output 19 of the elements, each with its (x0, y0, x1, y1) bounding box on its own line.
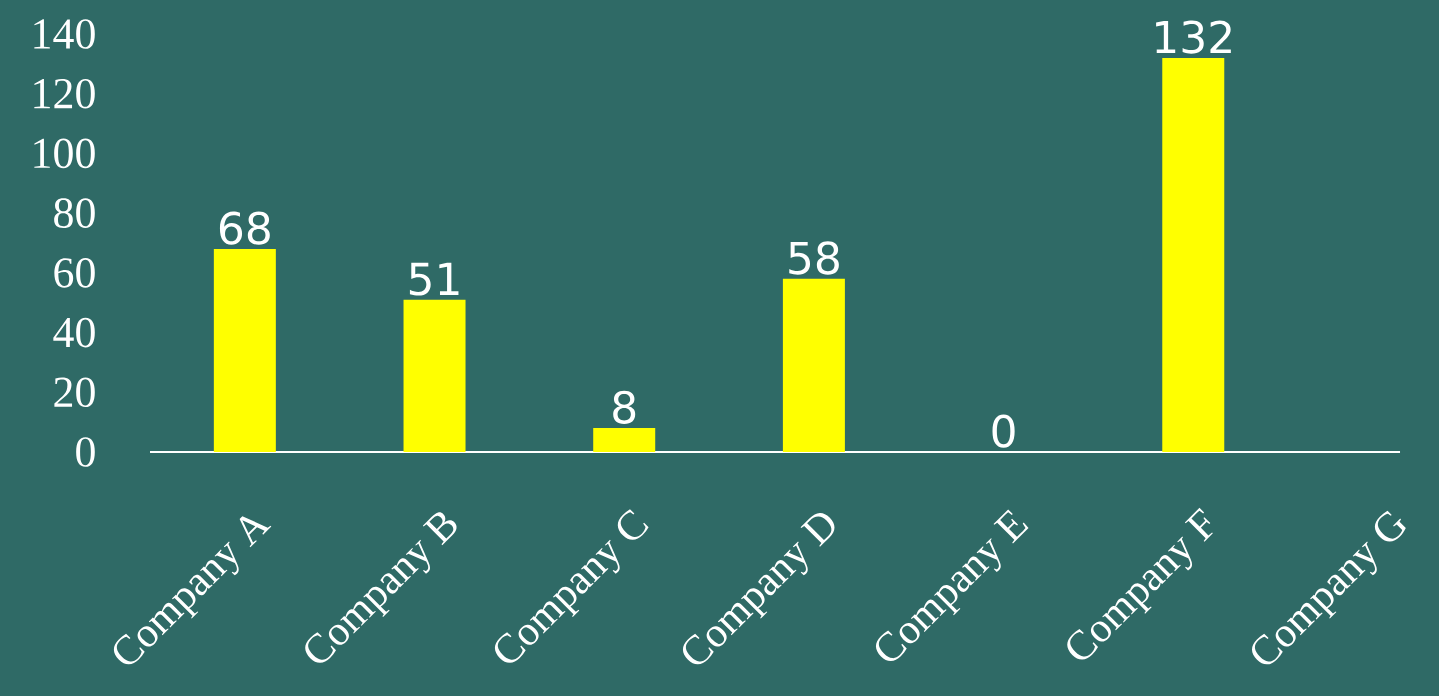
y-tick-label: 20 (54, 377, 95, 408)
data-label: 51 (409, 262, 459, 296)
data-label: 68 (219, 211, 270, 245)
bar (213, 248, 276, 452)
y-tick-label: 60 (54, 258, 95, 288)
y-tick-label: 120 (34, 78, 95, 109)
data-label: 132 (1156, 20, 1231, 54)
bar (593, 428, 656, 452)
y-tick-label: 0 (76, 437, 95, 467)
y-tick-label: 40 (53, 317, 95, 348)
data-label: 0 (992, 414, 1015, 448)
data-label: 58 (789, 241, 839, 275)
bar (1162, 57, 1225, 452)
y-tick-label: 100 (34, 138, 95, 169)
bar (782, 278, 845, 452)
bar (403, 299, 466, 452)
y-tick-label: 80 (54, 198, 95, 228)
y-tick-label: 140 (34, 19, 95, 49)
data-label: 8 (613, 390, 636, 424)
